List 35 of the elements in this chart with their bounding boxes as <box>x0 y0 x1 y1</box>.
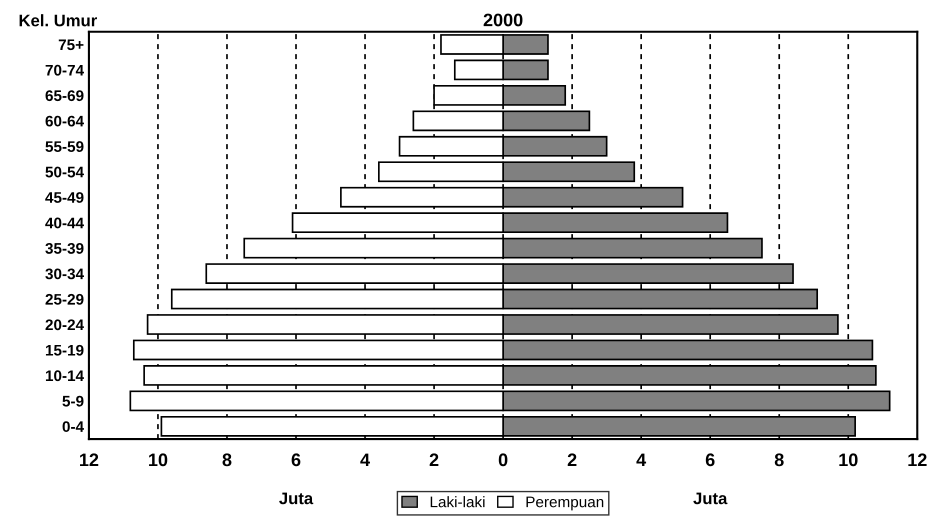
y-tick-label: 65-69 <box>46 90 84 102</box>
y-tick-label: 20-24 <box>46 319 84 330</box>
x-tick-label: 4 <box>636 454 646 466</box>
y-tick-label: 45-49 <box>45 192 84 203</box>
legend-label: Perempuan <box>526 496 604 510</box>
y-tick-label: 60-64 <box>46 116 84 127</box>
y-tick-label: 30-34 <box>45 268 84 280</box>
x-tick-label: 10 <box>839 453 858 466</box>
x-tick-label: 8 <box>774 453 784 466</box>
legend-label: Laki-laki <box>430 496 484 508</box>
y-tick-label: 10-14 <box>46 370 84 382</box>
text: Juta <box>279 492 314 504</box>
x-tick-label: 6 <box>292 453 300 466</box>
x-tick-label: 2 <box>568 453 576 466</box>
y-tick-label: 75+ <box>58 39 84 50</box>
chart-title: 2000 <box>484 14 522 26</box>
y-tick-label: 55-59 <box>45 141 84 152</box>
y-tick-label: 40-44 <box>45 218 84 228</box>
x-tick-label: 0 <box>498 453 508 466</box>
x-tick-label: 6 <box>706 453 715 466</box>
x-tick-label: 8 <box>222 453 232 466</box>
x-tick-label: 2 <box>430 453 438 466</box>
y-tick-label: 50-54 <box>45 166 84 178</box>
y-tick-label: 15-19 <box>46 344 84 356</box>
y-tick-label: 0-4 <box>62 421 84 432</box>
x-tick-label: 12 <box>908 453 927 466</box>
y-tick-label: 25-29 <box>46 294 84 305</box>
y-tick-label: 35-39 <box>45 243 84 254</box>
text: Juta <box>693 492 728 504</box>
x-tick-label: 12 <box>80 453 98 466</box>
y-axis-title: Kel. Umur <box>20 14 97 26</box>
x-tick-label: 4 <box>360 454 370 466</box>
x-tick-label: 10 <box>149 453 168 466</box>
y-tick-label: 70-74 <box>46 64 84 76</box>
y-tick-label: 5-9 <box>62 396 84 407</box>
